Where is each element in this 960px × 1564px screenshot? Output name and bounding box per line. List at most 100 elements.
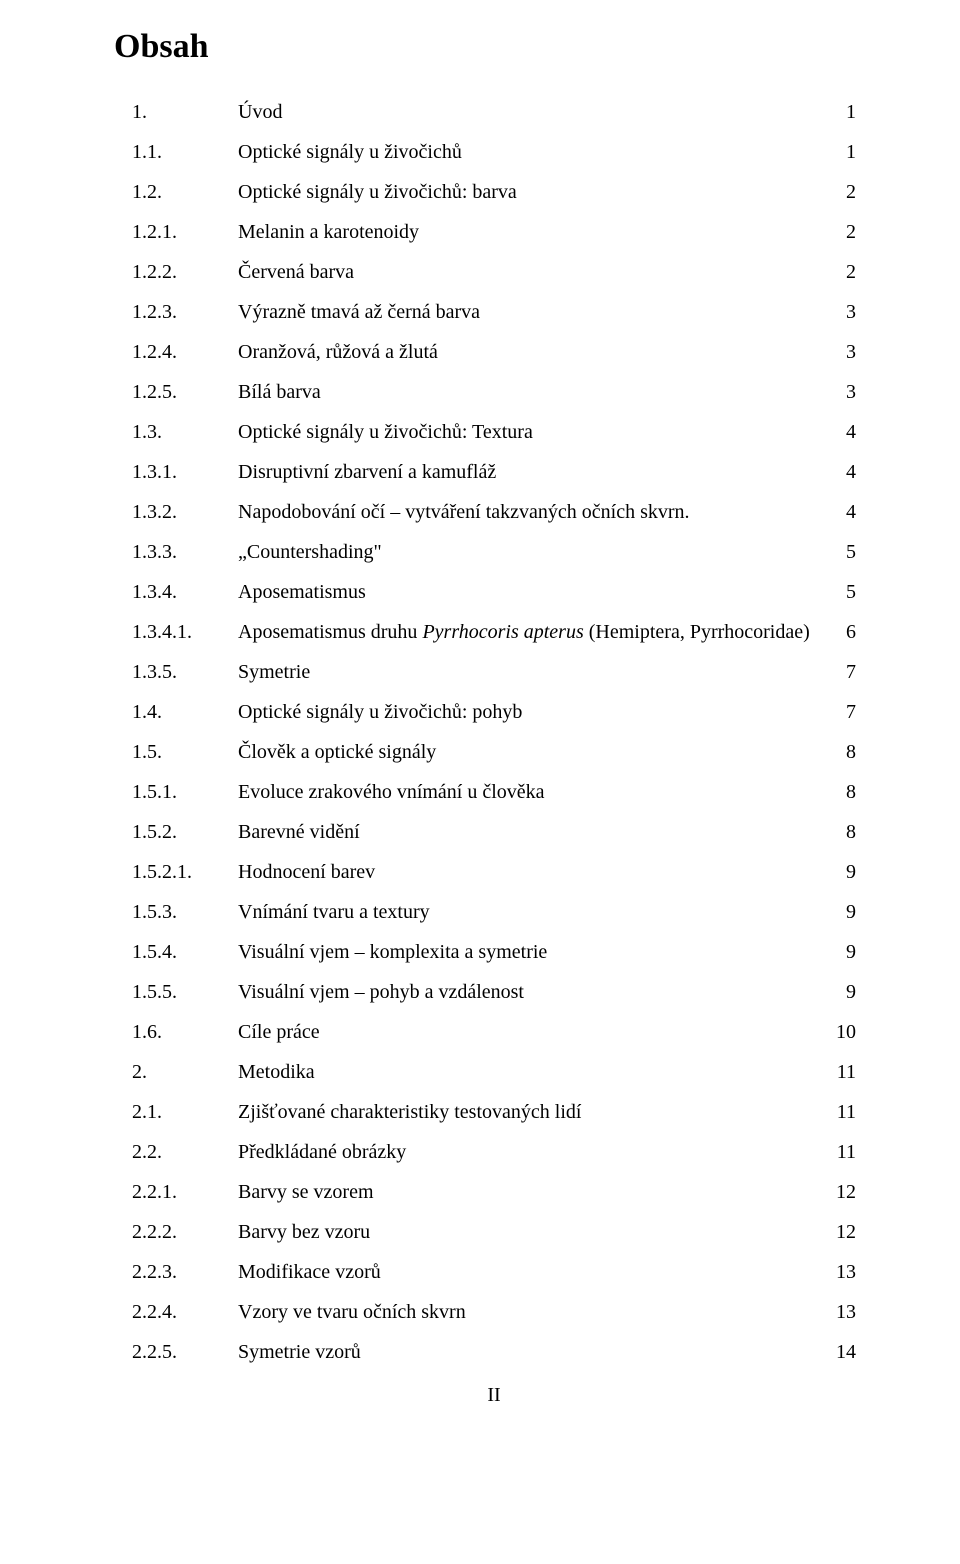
toc-number: 2.2.: [132, 1142, 238, 1162]
toc-label-pre: Evoluce zrakového vnímání u člověka: [238, 781, 545, 803]
toc-page: 2: [832, 222, 856, 242]
toc-row: 2.2.1.Barvy se vzorem12: [132, 1182, 856, 1202]
toc-label-pre: Oranžová, růžová a žlutá: [238, 341, 438, 363]
toc-number: 1.2.5.: [132, 382, 238, 402]
toc-page: 12: [832, 1222, 856, 1242]
toc-number: 1.3.1.: [132, 462, 238, 482]
toc-label-pre: Zjišťované charakteristiky testovaných l…: [238, 1101, 581, 1123]
toc-label: Červená barva: [238, 262, 354, 282]
toc-number: 1.5.1.: [132, 782, 238, 802]
toc-page: 4: [832, 502, 856, 522]
toc-page: 7: [832, 702, 856, 722]
toc-number: 1.5.4.: [132, 942, 238, 962]
toc-row: 1.2.3.Výrazně tmavá až černá barva 3: [132, 302, 856, 322]
toc-page: 1: [832, 102, 856, 122]
toc-label-pre: Barvy bez vzoru: [238, 1221, 370, 1243]
toc-number: 1.5.: [132, 742, 238, 762]
toc-page: 3: [832, 302, 856, 322]
toc-page: 4: [832, 462, 856, 482]
toc-row: 1.5.Člověk a optické signály 8: [132, 742, 856, 762]
toc-label: Cíle práce: [238, 1022, 320, 1042]
toc-row: 1.1.Optické signály u živočichů1: [132, 142, 856, 162]
toc-label: Disruptivní zbarvení a kamufláž: [238, 462, 496, 482]
toc-label: Optické signály u živočichů: [238, 142, 462, 162]
toc-label-post: (Hemiptera, Pyrrhocoridae): [584, 621, 810, 643]
toc-label-pre: Symetrie: [238, 661, 310, 683]
toc-page: 13: [832, 1262, 856, 1282]
toc-row: 1.5.4.Visuální vjem – komplexita a symet…: [132, 942, 856, 962]
toc-label: Úvod: [238, 102, 282, 122]
toc-label: „Countershading": [238, 542, 382, 562]
toc-label: Visuální vjem – pohyb a vzdálenost: [238, 982, 524, 1002]
toc-row: 1.3.2.Napodobování očí – vytváření takzv…: [132, 502, 856, 522]
toc-label: Optické signály u živočichů: pohyb: [238, 702, 522, 722]
toc-label: Barevné vidění: [238, 822, 360, 842]
toc-page: 11: [832, 1102, 856, 1122]
toc-row: 1.3.3.„Countershading"5: [132, 542, 856, 562]
toc-page: 13: [832, 1302, 856, 1322]
toc-row: 1.5.1.Evoluce zrakového vnímání u člověk…: [132, 782, 856, 802]
toc-label-pre: Červená barva: [238, 261, 354, 283]
toc-label-pre: „Countershading": [238, 541, 382, 563]
toc-row: 1.Úvod1: [132, 102, 856, 122]
toc-number: 1.3.2.: [132, 502, 238, 522]
page-footer: II: [132, 1384, 856, 1407]
toc-label-pre: Optické signály u živočichů: pohyb: [238, 701, 522, 723]
toc-number: 1.2.3.: [132, 302, 238, 322]
toc-page: 9: [832, 862, 856, 882]
toc-label: Optické signály u živočichů: Textura: [238, 422, 533, 442]
toc-page: 2: [832, 262, 856, 282]
toc-row: 1.3.4.1.Aposematismus druhu Pyrrhocoris …: [132, 622, 856, 642]
toc-number: 1.6.: [132, 1022, 238, 1042]
toc-label-pre: Modifikace vzorů: [238, 1261, 381, 1283]
toc-number: 2.2.1.: [132, 1182, 238, 1202]
toc-page: 6: [832, 622, 856, 642]
toc-label-pre: Úvod: [238, 101, 282, 123]
toc-page: 1: [832, 142, 856, 162]
toc-label: Aposematismus: [238, 582, 366, 602]
toc-label-pre: Optické signály u živočichů: [238, 141, 462, 163]
toc-page: 11: [832, 1062, 856, 1082]
toc-page: 9: [832, 982, 856, 1002]
toc-row: 1.5.2.1.Hodnocení barev9: [132, 862, 856, 882]
toc-number: 2.2.3.: [132, 1262, 238, 1282]
toc-number: 1.5.3.: [132, 902, 238, 922]
toc-label-pre: Člověk a optické signály: [238, 741, 436, 763]
toc-page: 7: [832, 662, 856, 682]
toc-row: 1.5.2.Barevné vidění 8: [132, 822, 856, 842]
toc-label: Výrazně tmavá až černá barva: [238, 302, 480, 322]
toc-row: 1.6.Cíle práce10: [132, 1022, 856, 1042]
toc-number: 1.2.1.: [132, 222, 238, 242]
toc-row: 2.2.4.Vzory ve tvaru očních skvrn13: [132, 1302, 856, 1322]
toc-page: 8: [832, 822, 856, 842]
toc-page: 9: [832, 902, 856, 922]
toc-row: 1.3.4.Aposematismus5: [132, 582, 856, 602]
toc-label: Oranžová, růžová a žlutá: [238, 342, 438, 362]
toc-row: 1.5.5.Visuální vjem – pohyb a vzdálenost…: [132, 982, 856, 1002]
toc-number: 2.2.2.: [132, 1222, 238, 1242]
toc-page: 8: [832, 742, 856, 762]
toc-label: Bílá barva: [238, 382, 321, 402]
toc-label-pre: Disruptivní zbarvení a kamufláž: [238, 461, 496, 483]
toc-row: 1.5.3.Vnímání tvaru a textury 9: [132, 902, 856, 922]
toc-number: 1.5.2.: [132, 822, 238, 842]
toc-label: Visuální vjem – komplexita a symetrie: [238, 942, 547, 962]
toc-row: 2.2.3.Modifikace vzorů 13: [132, 1262, 856, 1282]
toc-page: 14: [832, 1342, 856, 1362]
toc-row: 1.2.2.Červená barva2: [132, 262, 856, 282]
toc-label-pre: Hodnocení barev: [238, 861, 375, 883]
toc-page: 5: [832, 542, 856, 562]
toc-label: Vnímání tvaru a textury: [238, 902, 430, 922]
toc-label-pre: Melanin a karotenoidy: [238, 221, 419, 243]
toc-label-pre: Optické signály u živočichů: barva: [238, 181, 517, 203]
toc-page: 12: [832, 1182, 856, 1202]
toc-label: Metodika: [238, 1062, 315, 1082]
toc-label: Barvy bez vzoru: [238, 1222, 370, 1242]
toc-number: 2.: [132, 1062, 238, 1082]
toc-label-pre: Barevné vidění: [238, 821, 360, 843]
toc-number: 2.2.4.: [132, 1302, 238, 1322]
toc-number: 1.3.4.1.: [132, 622, 238, 642]
toc-label-pre: Aposematismus druhu: [238, 621, 422, 643]
toc-label: Modifikace vzorů: [238, 1262, 381, 1282]
table-of-contents: 1.Úvod11.1.Optické signály u živočichů11…: [132, 102, 856, 1362]
